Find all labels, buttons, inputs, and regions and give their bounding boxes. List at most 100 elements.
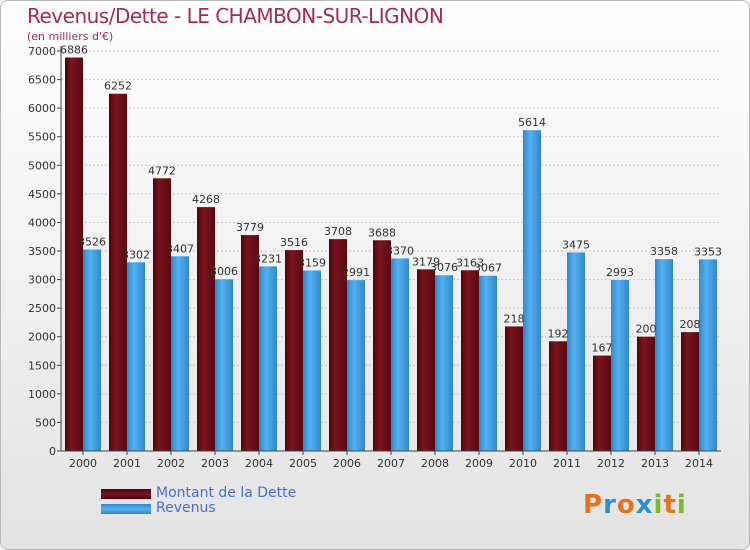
label-debt-2003: 4268 — [192, 193, 220, 206]
label-revenue-2012: 2993 — [606, 266, 634, 279]
logo-letter: o — [616, 490, 636, 520]
legend-label-debt: Montant de la Dette — [156, 485, 297, 501]
bar-debt-2005 — [285, 250, 303, 451]
label-debt-2005: 3516 — [280, 236, 308, 249]
label-debt-2012: 167 — [592, 342, 613, 355]
label-revenue-2004: 3231 — [254, 252, 282, 265]
y-tick-label: 6500 — [28, 74, 56, 87]
label-debt-2009: 3163 — [456, 256, 484, 269]
label-debt-2013: 200 — [636, 323, 657, 336]
x-tick-label-2011: 2011 — [553, 457, 581, 470]
bar-debt-2003 — [197, 207, 215, 451]
y-tick-label: 3000 — [28, 274, 56, 287]
label-debt-2011: 192 — [548, 327, 569, 340]
bar-revenue-2014 — [699, 259, 717, 451]
bar-debt-2008 — [417, 269, 435, 451]
bar-debt-2002 — [153, 178, 171, 452]
label-debt-2010: 218 — [504, 312, 525, 325]
y-tick-label: 7000 — [28, 45, 56, 58]
y-tick-label: 4500 — [28, 188, 56, 201]
logo-letter: P — [583, 490, 604, 520]
y-tick-label: 0 — [49, 445, 56, 458]
label-debt-2001: 6252 — [104, 80, 132, 93]
label-revenue-2000: 3526 — [78, 236, 106, 249]
label-debt-2004: 3779 — [236, 221, 264, 234]
y-tick-label: 2000 — [28, 331, 56, 344]
bar-debt-2004 — [241, 235, 259, 451]
label-debt-2006: 3708 — [324, 225, 352, 238]
bar-revenue-2008 — [435, 275, 453, 451]
x-tick-label-2002: 2002 — [157, 457, 185, 470]
label-revenue-2014: 3353 — [694, 245, 722, 258]
label-revenue-2002: 3407 — [166, 242, 194, 255]
x-tick-label-2010: 2010 — [509, 457, 537, 470]
bar-debt-2000 — [65, 57, 83, 452]
label-revenue-2005: 3159 — [298, 256, 326, 269]
label-revenue-2006: 2991 — [342, 266, 370, 279]
bar-debt-2012 — [593, 355, 611, 451]
x-tick-label-2005: 2005 — [289, 457, 317, 470]
y-tick-label: 3500 — [28, 245, 56, 258]
bar-debt-2007 — [373, 240, 391, 451]
x-tick-label-2013: 2013 — [641, 457, 669, 470]
y-tick-label: 5500 — [28, 131, 56, 144]
bar-revenue-2001 — [127, 262, 145, 451]
bar-revenue-2011 — [567, 252, 585, 451]
x-tick-label-2014: 2014 — [685, 457, 713, 470]
bar-debt-2011 — [549, 341, 567, 451]
x-tick-label-2006: 2006 — [333, 457, 361, 470]
chart-title: Revenus/Dette - LE CHAMBON-SUR-LIGNON — [27, 4, 444, 28]
bar-revenue-2010 — [523, 130, 541, 451]
y-tick-label: 2500 — [28, 302, 56, 315]
proxiti-logo: Proxiti — [583, 490, 687, 520]
legend-label-revenue: Revenus — [156, 500, 216, 516]
x-tick-label-2004: 2004 — [245, 457, 273, 470]
x-tick-label-2008: 2008 — [421, 457, 449, 470]
label-revenue-2003: 3006 — [210, 265, 238, 278]
legend-swatch-revenue — [101, 504, 151, 514]
label-revenue-2011: 3475 — [562, 238, 590, 251]
logo-letter: i — [676, 490, 687, 520]
y-tick-label: 500 — [35, 416, 56, 429]
bar-debt-2009 — [461, 270, 479, 451]
x-tick-label-2009: 2009 — [465, 457, 493, 470]
logo-letter: r — [603, 490, 617, 520]
label-debt-2008: 3179 — [412, 255, 440, 268]
bar-revenue-2013 — [655, 259, 673, 451]
label-debt-2014: 208 — [680, 318, 701, 331]
bar-revenue-2009 — [479, 275, 497, 451]
bar-debt-2014 — [681, 332, 699, 451]
bar-debt-2006 — [329, 239, 347, 451]
bar-revenue-2012 — [611, 279, 629, 451]
bar-revenue-2006 — [347, 280, 365, 451]
bar-revenue-2003 — [215, 279, 233, 451]
x-tick-label-2007: 2007 — [377, 457, 405, 470]
bar-debt-2001 — [109, 93, 127, 451]
logo-letter: x — [635, 490, 654, 520]
x-tick-label-2001: 2001 — [113, 457, 141, 470]
label-revenue-2007: 3370 — [386, 244, 414, 257]
label-revenue-2010: 5614 — [518, 116, 546, 129]
y-tick-label: 6000 — [28, 102, 56, 115]
label-revenue-2008: 3076 — [430, 261, 458, 274]
bar-revenue-2004 — [259, 266, 277, 451]
label-revenue-2001: 3302 — [122, 248, 150, 261]
bar-debt-2010 — [505, 326, 523, 451]
label-revenue-2013: 3358 — [650, 245, 678, 258]
y-tick-label: 5000 — [28, 159, 56, 172]
bar-debt-2013 — [637, 336, 655, 451]
bar-revenue-2007 — [391, 258, 409, 451]
y-tick-label: 4000 — [28, 216, 56, 229]
label-debt-2000: 6886 — [60, 44, 88, 57]
label-debt-2002: 4772 — [148, 164, 176, 177]
x-tick-label-2000: 2000 — [69, 457, 97, 470]
logo-letter: i — [653, 490, 664, 520]
legend-swatch-debt — [101, 489, 151, 499]
x-tick-label-2012: 2012 — [597, 457, 625, 470]
y-tick-label: 1000 — [28, 388, 56, 401]
logo-letter: t — [663, 490, 677, 520]
y-tick-label: 1500 — [28, 359, 56, 372]
bar-revenue-2002 — [171, 256, 189, 451]
